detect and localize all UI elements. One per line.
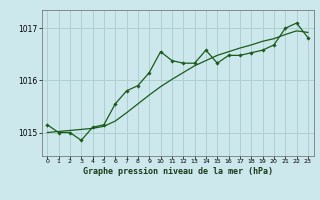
- X-axis label: Graphe pression niveau de la mer (hPa): Graphe pression niveau de la mer (hPa): [83, 167, 273, 176]
